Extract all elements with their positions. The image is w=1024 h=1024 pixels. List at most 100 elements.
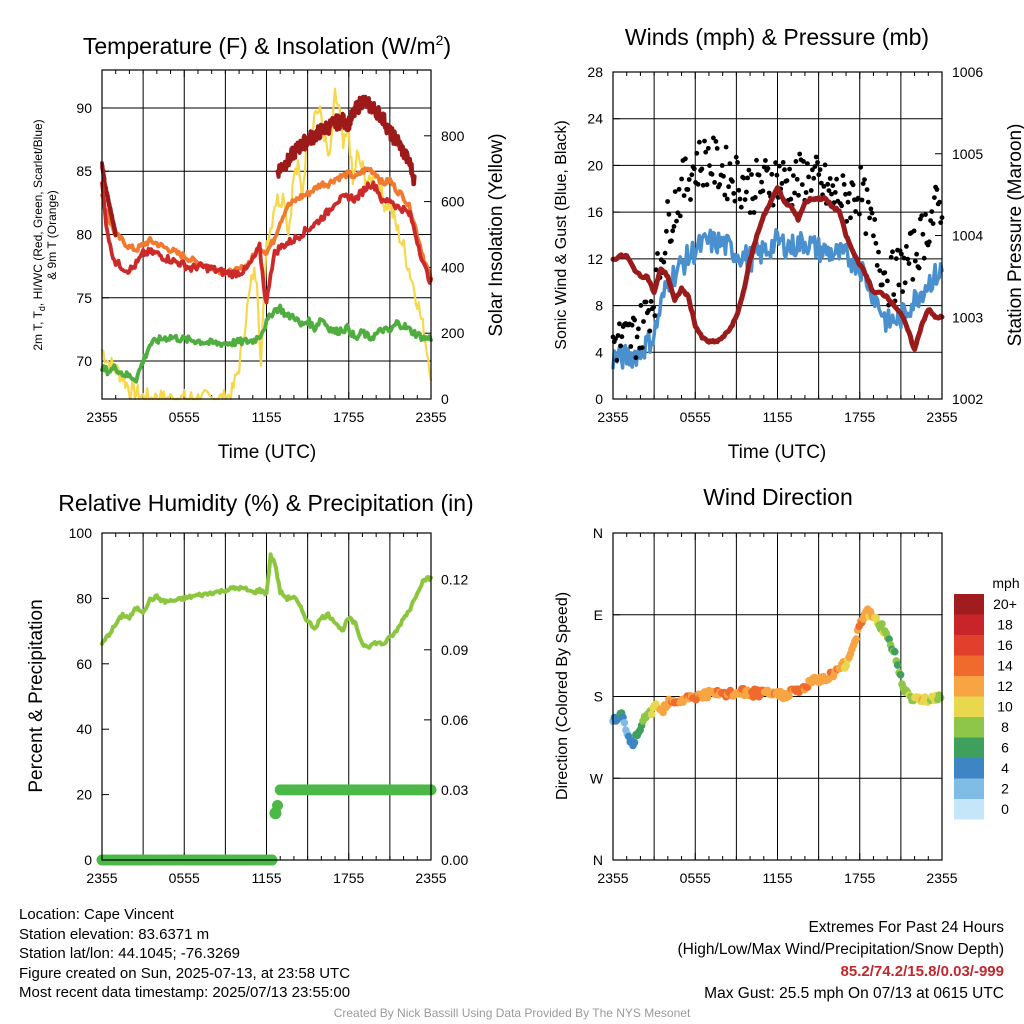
gust-point xyxy=(815,160,820,165)
legend-label: 14 xyxy=(997,658,1013,674)
gust-point xyxy=(780,160,786,165)
precipitation-y-tick-label-right: 0.06 xyxy=(441,712,468,728)
temperature-2m-series-line xyxy=(100,180,433,305)
gust-point xyxy=(829,191,834,197)
legend-swatch xyxy=(954,717,984,738)
gust-point xyxy=(676,186,682,192)
legend-label: 8 xyxy=(1001,719,1009,735)
winds-x-tick-label: 2355 xyxy=(597,409,628,425)
direction-point xyxy=(749,693,757,701)
gust-point xyxy=(628,344,634,349)
precipitation-y-tick-label-right: 0.00 xyxy=(441,852,468,868)
gust-point xyxy=(865,199,871,205)
gust-point xyxy=(713,139,719,144)
gust-point xyxy=(763,158,768,163)
gust-point xyxy=(901,255,907,261)
gust-point xyxy=(827,176,833,181)
gust-point xyxy=(888,254,894,260)
gust-point xyxy=(890,249,895,255)
gust-point xyxy=(825,181,831,187)
extremes-box: Extremes For Past 24 Hours (High/Low/Max… xyxy=(678,917,1005,1005)
direction-point xyxy=(620,719,629,727)
gust-point xyxy=(704,182,710,188)
gust-point xyxy=(745,175,750,181)
winds-chart-title: Winds (mph) & Pressure (mb) xyxy=(625,24,929,50)
gust-point xyxy=(834,176,839,182)
gust-point xyxy=(773,160,778,166)
gust-point xyxy=(788,196,794,202)
gust-point xyxy=(874,263,880,268)
gust-point xyxy=(793,159,799,164)
humidity-y-tick-label: 100 xyxy=(69,525,93,541)
gust-point xyxy=(832,190,838,195)
gust-point xyxy=(844,218,850,224)
gust-point xyxy=(912,258,918,264)
gust-point xyxy=(744,189,749,195)
pressure-y-tick-label-right: 1002 xyxy=(952,391,983,407)
gust-point xyxy=(735,160,740,165)
gust-point xyxy=(674,218,679,224)
gust-point xyxy=(808,188,814,193)
figure-created: Figure created on Sun, 2025-07-13, at 23… xyxy=(19,964,351,982)
legend-label: 0 xyxy=(1001,801,1009,817)
direction-point xyxy=(785,692,793,700)
temperature-x-tick-label: 2355 xyxy=(415,409,446,425)
legend-swatch xyxy=(954,696,984,717)
gust-point xyxy=(647,328,653,334)
insolation-y-tick-label-right: 400 xyxy=(441,259,465,275)
gust-point xyxy=(813,154,819,160)
gust-point xyxy=(722,192,728,198)
gust-point xyxy=(873,240,879,246)
gust-point xyxy=(811,175,817,181)
winds-x-axis-label: Time (UTC) xyxy=(728,442,827,463)
pressure-y-tick-label-right: 1003 xyxy=(952,309,983,325)
gust-point xyxy=(905,256,911,262)
gust-point xyxy=(932,195,937,201)
pressure-series-line xyxy=(610,185,945,352)
legend-swatch xyxy=(954,799,984,820)
humidity-y-tick-label: 60 xyxy=(76,656,92,672)
gust-point xyxy=(850,182,856,188)
gust-point xyxy=(821,184,827,189)
gust-point xyxy=(691,166,697,172)
recent-data-timestamp: Most recent data timestamp: 2025/07/13 2… xyxy=(19,984,351,1001)
winds-x-tick-label: 1155 xyxy=(762,409,792,425)
gust-point xyxy=(685,187,691,192)
winds-y-axis-label: Sonic Wind & Gust (Blue, Black) xyxy=(553,120,570,349)
insolation-y-tick-label-right: 600 xyxy=(441,194,465,210)
gust-point xyxy=(669,238,674,244)
winds-y-tick-label: 16 xyxy=(587,204,603,220)
gust-point xyxy=(702,138,707,144)
gust-point xyxy=(732,198,738,204)
gust-point xyxy=(896,282,902,288)
legend-swatch xyxy=(954,655,984,676)
insolation-y-axis-label: Solar Insolation (Yellow) xyxy=(486,133,507,336)
legend-label: 18 xyxy=(997,617,1013,633)
heat-index-series-line xyxy=(275,94,417,187)
gust-point xyxy=(655,251,660,256)
direction-y-tick-label: N xyxy=(593,852,603,868)
humidity-y-axis-label: Percent & Precipitation xyxy=(26,599,47,792)
gust-point xyxy=(711,135,716,141)
gust-point xyxy=(721,173,726,179)
gust-point xyxy=(812,164,818,169)
gust-point xyxy=(787,166,792,172)
direction-y-tick-label: W xyxy=(590,770,604,786)
humidity-chart-title: Relative Humidity (%) & Precipitation (i… xyxy=(58,490,473,516)
gust-point xyxy=(677,213,683,219)
direction-point xyxy=(852,635,860,643)
extremes-values: 85.2/74.2/15.8/0.03/-999 xyxy=(840,963,1004,980)
legend-title: mph xyxy=(992,575,1019,591)
gust-point xyxy=(760,188,766,194)
humidity-frame xyxy=(101,532,432,861)
pressure-y-axis-label: Station Pressure (Maroon) xyxy=(1005,124,1024,347)
temperature-panel: Temperature (F) & Insolation (W/m2) 2355… xyxy=(31,32,507,463)
direction-panel: Wind Direction 2355 0555 1155 1755 2355 N E S W N… xyxy=(554,484,1020,886)
humidity-series-line xyxy=(100,552,433,650)
gust-point xyxy=(796,192,801,198)
gust-point xyxy=(746,167,752,173)
legend-label: 16 xyxy=(997,637,1013,653)
gust-point xyxy=(848,215,853,221)
gust-point xyxy=(792,190,797,196)
gust-point xyxy=(670,228,676,234)
